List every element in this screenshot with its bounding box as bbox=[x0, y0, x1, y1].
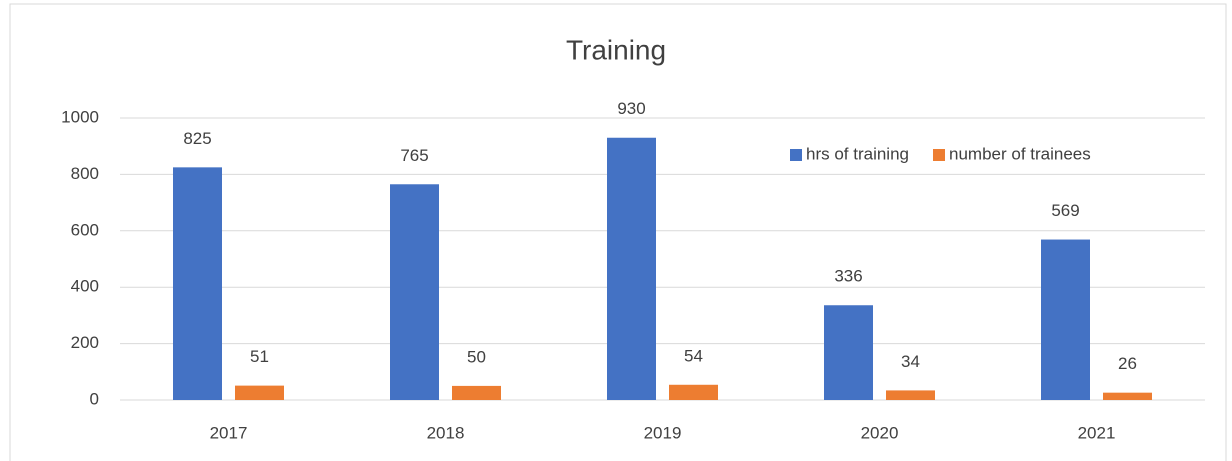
data-label: 336 bbox=[834, 267, 862, 286]
data-label: 569 bbox=[1051, 201, 1079, 220]
chart-border bbox=[9, 3, 1227, 461]
y-tick-label: 200 bbox=[71, 333, 99, 352]
data-label: 34 bbox=[901, 352, 920, 371]
bar bbox=[824, 305, 873, 400]
bar bbox=[235, 385, 284, 400]
x-tick-label: 2019 bbox=[644, 423, 682, 442]
data-label: 50 bbox=[467, 347, 486, 366]
x-tick-label: 2020 bbox=[861, 423, 899, 442]
bar bbox=[173, 167, 222, 400]
x-tick-label: 2018 bbox=[427, 423, 465, 442]
bar bbox=[607, 137, 656, 401]
chart-title: Training bbox=[566, 34, 666, 65]
data-label: 26 bbox=[1118, 354, 1137, 373]
bar bbox=[669, 384, 718, 400]
bar bbox=[886, 390, 935, 400]
data-label: 930 bbox=[617, 99, 645, 118]
y-tick-label: 600 bbox=[71, 220, 99, 239]
legend-label: hrs of training bbox=[806, 144, 909, 163]
data-label: 51 bbox=[250, 347, 269, 366]
bar bbox=[1041, 239, 1090, 400]
legend-label: number of trainees bbox=[949, 144, 1091, 163]
data-label: 765 bbox=[400, 146, 428, 165]
bar bbox=[390, 184, 439, 400]
bar bbox=[1103, 392, 1152, 400]
data-label: 825 bbox=[183, 129, 211, 148]
data-label: 54 bbox=[684, 346, 703, 365]
y-tick-label: 800 bbox=[71, 164, 99, 183]
legend-swatch bbox=[790, 149, 802, 161]
x-tick-label: 2017 bbox=[210, 423, 248, 442]
y-tick-label: 1000 bbox=[61, 107, 99, 126]
y-tick-label: 400 bbox=[71, 277, 99, 296]
y-tick-label: 0 bbox=[90, 389, 99, 408]
x-tick-label: 2021 bbox=[1078, 423, 1116, 442]
legend-swatch bbox=[933, 149, 945, 161]
bar bbox=[452, 385, 501, 400]
